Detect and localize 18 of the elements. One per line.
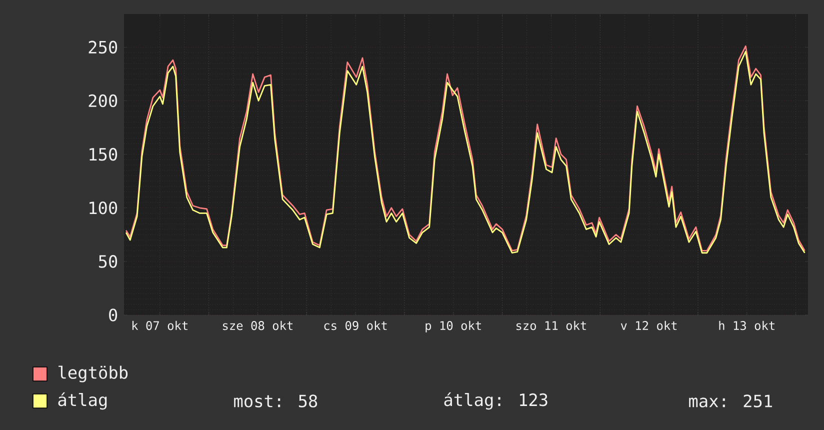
text: most: 58	[234, 394, 318, 408]
y-tick-label: 0	[109, 308, 118, 322]
x-tick-label: sze 08 okt	[222, 320, 293, 330]
legend-label: legtöbb	[58, 366, 128, 382]
y-tick-label: 100	[90, 201, 118, 214]
y-tick-label: 50	[98, 255, 118, 268]
x-tick-label: szo 11 okt	[516, 320, 586, 330]
y-tick-label: 250	[88, 40, 118, 54]
x-tick-label: p 10 okt	[426, 320, 481, 332]
x-tick-label: h 13 okt	[719, 320, 774, 330]
y-tick-label: 200	[88, 94, 118, 108]
y-tick-label: 150	[90, 148, 118, 161]
text: átlag: 123	[444, 392, 548, 410]
x-tick-label: cs 09 okt	[324, 320, 387, 330]
text: max: 251	[689, 394, 772, 408]
x-tick-label: k 07 okt	[132, 320, 188, 330]
legend-label: átlag	[58, 392, 107, 410]
x-tick-label: v 12 okt	[620, 320, 677, 330]
